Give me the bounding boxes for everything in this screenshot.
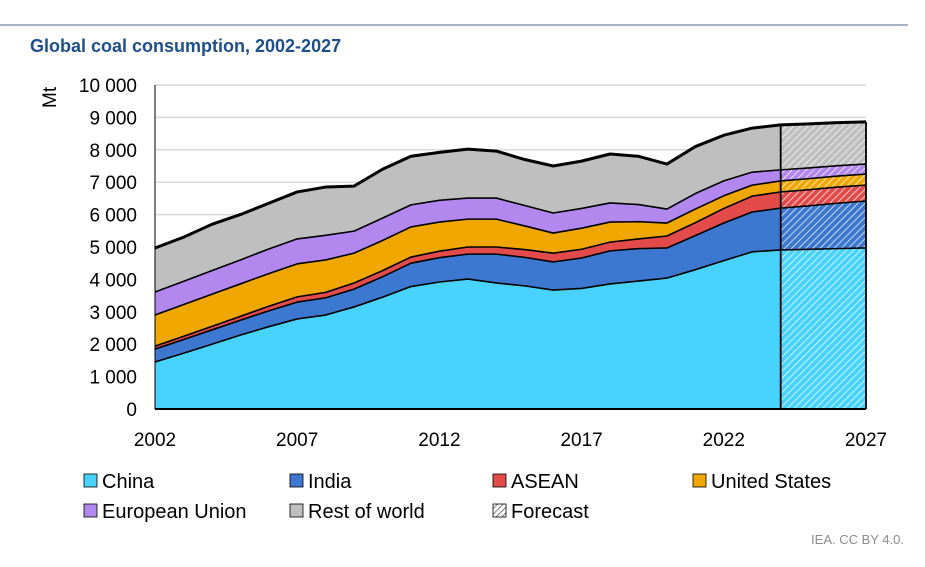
- y-tick-label: 4 000: [89, 270, 137, 291]
- y-tick-label: 10 000: [79, 76, 137, 97]
- legend-swatch: [289, 473, 304, 488]
- area-forecast-rest-of-world: [780, 121, 866, 170]
- x-tick-label: 2012: [418, 430, 460, 451]
- legend-item-china: China: [83, 471, 155, 493]
- y-tick-label: 2 000: [89, 335, 137, 356]
- area-rest-of-world: [155, 124, 781, 293]
- legend-label: ASEAN: [511, 471, 579, 493]
- x-tick-label: 2007: [276, 430, 318, 451]
- y-tick-label: 3 000: [89, 303, 137, 324]
- series-boundary-line: [154, 163, 867, 293]
- chart-title: Global coal consumption, 2002-2027: [30, 36, 341, 56]
- legend-label: India: [308, 471, 352, 493]
- legend-item-european-union: European Union: [83, 501, 247, 523]
- legend-item-asean: ASEAN: [492, 471, 579, 493]
- area-forecast-european-union: [780, 164, 866, 181]
- series-boundary-line: [154, 247, 867, 363]
- legend-item-united-states: United States: [692, 471, 831, 493]
- legend-label: Forecast: [511, 501, 589, 523]
- legend-swatch: [492, 473, 507, 488]
- legend-item-india: India: [289, 471, 352, 493]
- series-boundary-line: [154, 173, 867, 316]
- y-axis-label: Mt: [40, 86, 61, 108]
- legend-label: United States: [711, 471, 831, 493]
- area-china: [155, 249, 781, 409]
- legend-swatch: [692, 473, 707, 488]
- area-forecast-china: [780, 247, 866, 409]
- area-forecast-united-states: [780, 174, 866, 192]
- x-tick-label: 2022: [703, 430, 745, 451]
- y-tick-label: 0: [126, 400, 137, 421]
- legend-label: China: [102, 471, 155, 493]
- y-tick-label: 8 000: [89, 141, 137, 162]
- legend-swatch: [83, 503, 98, 518]
- series-boundary-line: [154, 200, 867, 350]
- legend-label: Rest of world: [308, 501, 425, 523]
- area-forecast-india: [780, 200, 866, 250]
- legend-item-forecast: Forecast: [492, 501, 589, 523]
- series-boundary-line: [154, 184, 867, 347]
- y-tick-label: 5 000: [89, 238, 137, 259]
- legend-label: European Union: [102, 501, 247, 523]
- area-european-union: [155, 169, 781, 316]
- legend-swatch: [289, 503, 304, 518]
- legend-swatch: [492, 503, 507, 518]
- total-line: [154, 120, 867, 250]
- legend-swatch: [83, 473, 98, 488]
- legend-item-rest-of-world: Rest of world: [289, 501, 425, 523]
- y-tick-label: 7 000: [89, 173, 137, 194]
- y-tick-label: 1 000: [89, 368, 137, 389]
- x-tick-label: 2027: [845, 430, 887, 451]
- y-tick-label: 6 000: [89, 206, 137, 227]
- credit-text: IEA. CC BY 4.0.: [811, 532, 904, 547]
- x-tick-label: 2002: [134, 430, 176, 451]
- x-tick-label: 2017: [560, 430, 602, 451]
- y-tick-label: 9 000: [89, 108, 137, 129]
